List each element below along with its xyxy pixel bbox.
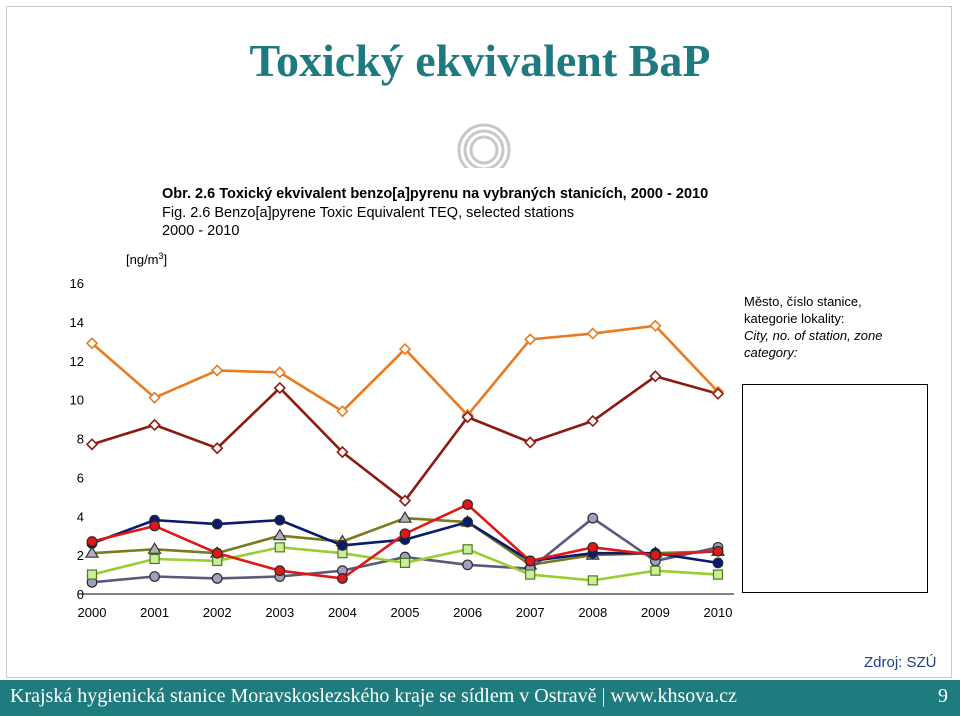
- legend-heading-line4: category:: [744, 345, 798, 360]
- data-point: [149, 571, 161, 582]
- slide-frame: [6, 6, 952, 678]
- data-point: [462, 516, 474, 528]
- data-point: [399, 557, 411, 569]
- y-axis-label: [ng/m3]: [126, 251, 167, 267]
- data-point: [211, 518, 223, 530]
- data-point: [148, 391, 161, 404]
- data-point: [399, 528, 411, 540]
- x-tick-label: 2005: [391, 605, 420, 620]
- legend-heading-line1: Město, číslo stanice,: [744, 294, 862, 309]
- x-tick-label: 2006: [453, 605, 482, 620]
- data-point: [587, 541, 599, 553]
- data-point: [147, 542, 162, 554]
- data-point: [586, 414, 599, 428]
- data-point: [86, 536, 98, 547]
- data-point: [462, 559, 474, 571]
- data-point: [148, 418, 161, 432]
- data-point: [211, 442, 224, 455]
- data-point: [712, 557, 724, 569]
- x-tick-label: 2000: [78, 605, 107, 620]
- data-point: [650, 565, 661, 576]
- data-point: [524, 436, 537, 449]
- data-point: [649, 370, 662, 383]
- legend-heading: Město, číslo stanice, kategorie lokality…: [744, 293, 883, 361]
- data-point: [398, 494, 412, 507]
- data-point: [211, 364, 224, 377]
- x-tick-label: 2003: [265, 605, 294, 620]
- data-point: [274, 542, 285, 553]
- data-point: [711, 387, 725, 400]
- y-tick-label: 10: [70, 393, 84, 408]
- y-tick-label: 8: [77, 432, 84, 447]
- legend-heading-line2: kategorie lokality:: [744, 311, 845, 326]
- data-point: [149, 520, 161, 532]
- data-point: [272, 528, 287, 541]
- data-point: [211, 573, 223, 584]
- data-point: [397, 511, 413, 523]
- x-tick-label: 2002: [203, 605, 232, 620]
- x-tick-label: 2004: [328, 605, 357, 620]
- y-tick-label: 14: [70, 315, 84, 330]
- data-point: [336, 445, 349, 459]
- data-point: [649, 319, 662, 332]
- data-point: [524, 333, 537, 346]
- data-point: [149, 553, 160, 565]
- data-point: [337, 573, 348, 584]
- data-point: [587, 512, 599, 524]
- data-point: [85, 438, 99, 451]
- figure-caption-en-years: 2000 - 2010: [162, 223, 240, 239]
- slide-title: Toxický ekvivalent BaP: [249, 35, 711, 86]
- y-tick-label: 2: [77, 548, 84, 563]
- data-point: [337, 540, 348, 551]
- x-tick-label: 2008: [578, 605, 607, 620]
- y-tick-label: 0: [77, 587, 84, 602]
- series-line: [91, 324, 719, 417]
- x-tick-label: 2010: [704, 605, 733, 620]
- data-point: [524, 555, 536, 567]
- x-tick-label: 2007: [516, 605, 545, 620]
- data-point: [525, 569, 536, 580]
- data-point: [398, 342, 412, 356]
- x-tick-label: 2001: [140, 605, 169, 620]
- y-tick-label: 16: [70, 276, 84, 291]
- data-point: [462, 544, 473, 555]
- footer-text: Krajská hygienická stanice Moravskoslezs…: [10, 685, 737, 707]
- y-tick-label: 6: [77, 470, 84, 485]
- data-point: [274, 514, 286, 526]
- page-number: 9: [938, 685, 948, 707]
- data-point: [274, 565, 286, 577]
- data-point: [712, 569, 724, 580]
- data-point: [86, 569, 98, 580]
- data-point: [712, 545, 724, 557]
- footer-bar: Krajská hygienická stanice Moravskoslezs…: [0, 680, 960, 716]
- y-tick-label: 12: [70, 354, 84, 369]
- data-point: [273, 366, 286, 379]
- figure-caption-en: Fig. 2.6 Benzo[a]pyrene Toxic Equivalent…: [162, 205, 575, 221]
- series-line: [91, 374, 719, 503]
- data-point: [650, 549, 661, 561]
- circle-ornament-icon: [456, 122, 512, 168]
- data-point: [461, 410, 474, 424]
- data-point: [273, 381, 286, 395]
- figure-caption-cz: Obr. 2.6 Toxický ekvivalent benzo[a]pyre…: [162, 186, 709, 202]
- y-tick-label: 4: [77, 509, 84, 524]
- data-point: [462, 499, 474, 510]
- data-point: [84, 546, 100, 558]
- data-point: [336, 405, 349, 418]
- data-point: [211, 547, 223, 559]
- data-point: [85, 337, 99, 350]
- source-label: Zdroj: SZÚ: [864, 654, 937, 671]
- legend-heading-line3: City, no. of station, zone: [744, 328, 883, 343]
- data-point: [587, 575, 598, 586]
- data-point: [586, 327, 599, 340]
- legend: [742, 384, 928, 593]
- x-tick-label: 2009: [641, 605, 670, 620]
